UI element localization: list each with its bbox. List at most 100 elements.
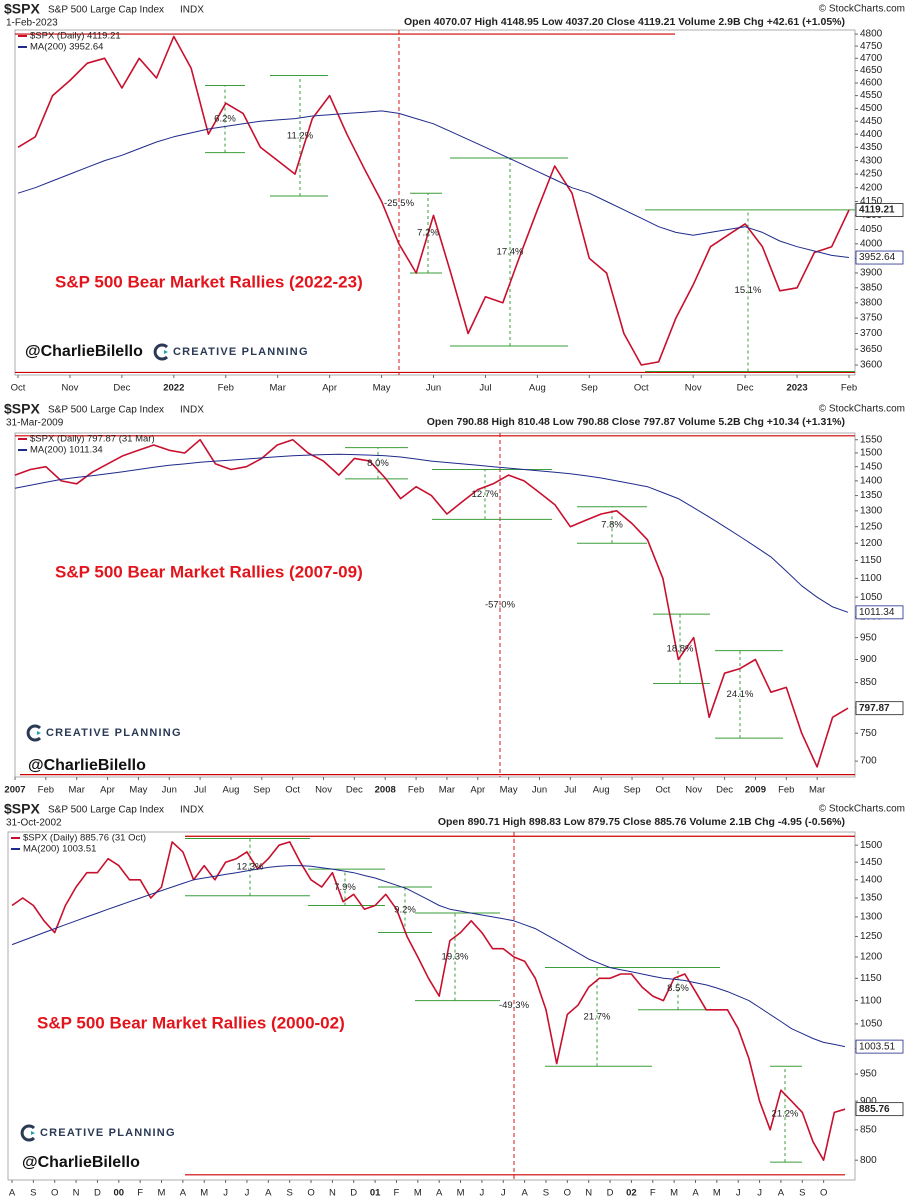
y-tick-label: 1400 <box>860 476 883 487</box>
decline-label: -49.3% <box>499 1000 530 1011</box>
brand-logo-accent <box>37 731 41 735</box>
brand-logo <box>20 1124 36 1142</box>
x-tick-label: Oct <box>11 383 26 394</box>
last-value-tag <box>855 1039 904 1054</box>
x-tick-label: 2022 <box>163 383 184 394</box>
x-tick-label: Sep <box>581 383 598 394</box>
y-tick-label: 850 <box>860 677 877 688</box>
y-tick-label: 1050 <box>860 1019 883 1030</box>
moving-average-line <box>17 110 850 258</box>
x-tick-label: Oct <box>634 383 649 394</box>
x-tick-label: J <box>757 1188 762 1199</box>
x-tick-label: S <box>799 1188 805 1199</box>
y-tick-label: 4800 <box>860 29 883 40</box>
y-tick-label: 1500 <box>860 840 883 851</box>
rally-label: 12.7% <box>472 489 499 500</box>
source: © StockCharts.com <box>819 404 905 415</box>
y-tick-label: 900 <box>860 1096 877 1107</box>
legend-label: $SPX (Daily) 797.87 (31 Mar) <box>30 434 155 445</box>
last-value-tag <box>855 203 904 217</box>
x-tick-label: May <box>129 785 147 796</box>
x-tick-label: 00 <box>114 1188 125 1199</box>
x-tick-label: A <box>180 1188 187 1199</box>
x-tick-label: F <box>394 1188 400 1199</box>
x-tick-label: F <box>650 1188 656 1199</box>
last-value-tag <box>855 1102 904 1117</box>
last-value-label: 1003.51 <box>859 1041 896 1052</box>
rally-label: 21.7% <box>584 1011 611 1022</box>
brand-logo-accent <box>164 350 168 354</box>
rally-label: 7.2% <box>417 228 439 239</box>
rally-label: 11.2% <box>287 130 314 141</box>
y-tick-label: 4550 <box>860 90 883 101</box>
y-tick-label: 1300 <box>860 912 883 923</box>
stock-panel: $SPX S&P 500 Large Cap Index INDX 31-Mar-20… <box>4 401 905 796</box>
rally-label: 6.2% <box>214 114 236 125</box>
y-tick-label: 1300 <box>860 505 883 516</box>
x-tick-label: Sep <box>624 785 641 796</box>
rally-label: 7.9% <box>334 882 356 893</box>
x-tick-label: J <box>501 1188 506 1199</box>
x-tick-label: May <box>500 785 518 796</box>
legend-label: MA(200) 3952.64 <box>30 42 103 53</box>
x-tick-label: Mar <box>809 785 825 796</box>
last-value-label: 4119.21 <box>859 205 895 216</box>
x-tick-label: Jul <box>564 785 576 796</box>
x-tick-label: Oct <box>655 785 670 796</box>
x-tick-label: A <box>692 1188 699 1199</box>
x-tick-label: Oct <box>285 785 300 796</box>
quote: Open 790.88 High 810.48 Low 790.88 Close… <box>427 416 845 428</box>
x-tick-label: D <box>350 1188 357 1199</box>
x-tick-label: Feb <box>218 383 234 394</box>
x-tick-label: Dec <box>716 785 733 796</box>
y-tick-label: 1100 <box>860 995 882 1006</box>
x-tick-label: O <box>564 1188 571 1199</box>
brand-name: CREATIVE PLANNING <box>40 1127 176 1139</box>
x-tick-label: Dec <box>737 383 754 394</box>
symbol: $SPX <box>4 801 40 817</box>
y-tick-label: 3600 <box>860 360 883 371</box>
plot-frame <box>14 29 856 376</box>
x-tick-label: O <box>51 1188 58 1199</box>
price-line <box>11 841 846 1161</box>
chart-title: S&P 500 Bear Market Rallies (2000-02) <box>37 1013 345 1032</box>
rally-label: 8.5% <box>667 983 689 994</box>
x-tick-label: Jun <box>426 383 441 394</box>
date: 31-Oct-2002 <box>6 818 62 829</box>
y-tick-label: 1550 <box>860 434 883 445</box>
x-tick-label: J <box>736 1188 741 1199</box>
y-tick-label: 4050 <box>860 224 883 235</box>
x-tick-label: N <box>329 1188 336 1199</box>
x-tick-label: Feb <box>778 785 794 796</box>
x-tick-label: Mar <box>69 785 85 796</box>
x-tick-label: O <box>307 1188 314 1199</box>
stock-panel: $SPX S&P 500 Large Cap Index INDX 1-Feb-202… <box>4 1 905 394</box>
last-value-tag <box>855 605 904 620</box>
x-tick-label: S <box>286 1188 292 1199</box>
x-tick-label: Aug <box>223 785 240 796</box>
x-tick-label: Jul <box>479 383 491 394</box>
x-tick-label: A <box>521 1188 528 1199</box>
rally-label: 8.0% <box>367 458 389 469</box>
y-tick-label: 3800 <box>860 297 883 308</box>
x-tick-label: 2009 <box>745 785 766 796</box>
y-tick-label: 1350 <box>860 490 883 501</box>
y-tick-label: 1200 <box>860 538 883 549</box>
legend-label: MA(200) 1003.51 <box>23 844 96 855</box>
x-tick-label: M <box>670 1188 678 1199</box>
subtitle: S&P 500 Large Cap Index <box>48 805 164 816</box>
x-tick-label: Aug <box>529 383 546 394</box>
source: © StockCharts.com <box>819 4 905 15</box>
y-tick-label: 4500 <box>860 103 883 114</box>
rally-label: 19.3% <box>442 951 469 962</box>
brand-logo <box>153 343 169 361</box>
chart-title: S&P 500 Bear Market Rallies (2007-09) <box>55 562 363 581</box>
y-tick-label: 4750 <box>860 41 883 52</box>
x-tick-label: M <box>200 1188 208 1199</box>
y-tick-label: 1250 <box>860 931 883 942</box>
x-tick-label: Jun <box>162 785 177 796</box>
x-tick-label: 2023 <box>786 383 807 394</box>
y-tick-label: 1100 <box>860 573 882 584</box>
x-tick-label: Jul <box>194 785 206 796</box>
